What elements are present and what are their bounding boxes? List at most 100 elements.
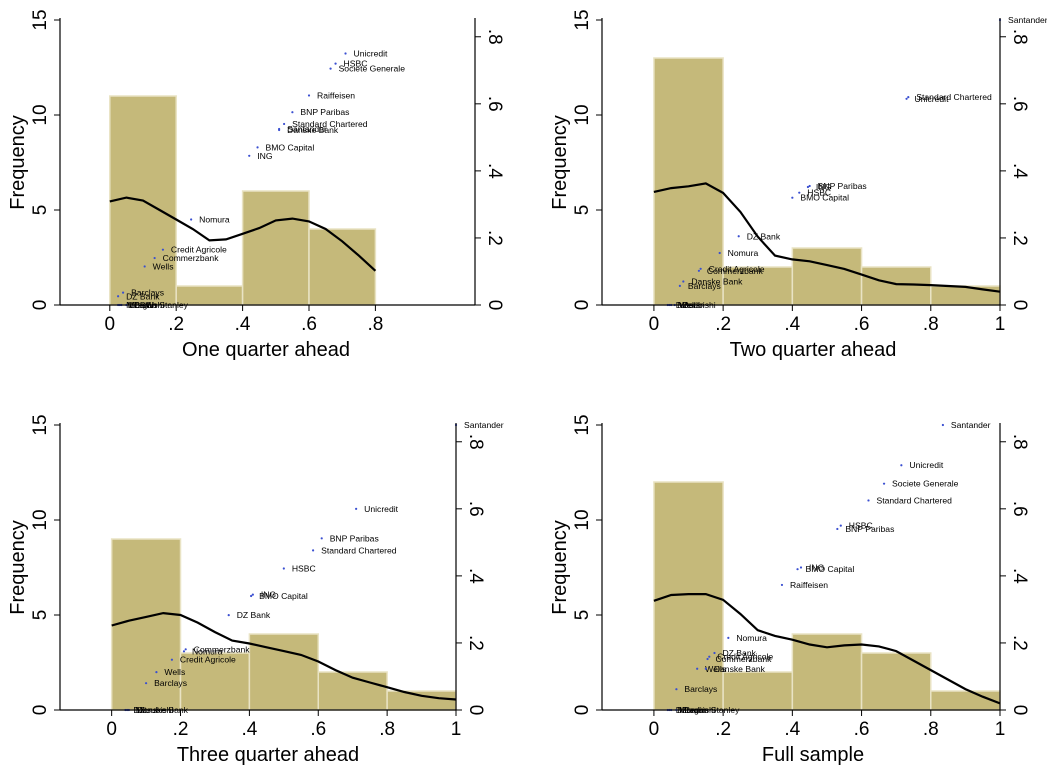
chart-panel-4: Santander Unicredit Societe Generale Standa… — [549, 414, 1030, 766]
point-label: Standard Chartered — [321, 545, 397, 555]
y2-tick-label: 0 — [1009, 705, 1030, 716]
point-label: Wells — [705, 664, 726, 674]
point-label: Commerzbank — [163, 253, 220, 263]
y2-tick-label: .6 — [1009, 96, 1030, 112]
y2-tick-label: 0 — [465, 705, 486, 716]
data-point — [699, 267, 702, 270]
data-point — [704, 667, 707, 670]
x-tick-label: .6 — [854, 719, 870, 740]
point-label: Barclays — [688, 281, 721, 291]
y-tick-label: 0 — [30, 300, 51, 311]
data-point — [737, 235, 740, 238]
data-point — [900, 464, 903, 467]
data-point — [696, 667, 699, 670]
point-label: DZ Bank — [237, 610, 271, 620]
point-label: Unicredit — [354, 49, 389, 59]
point-label: HSBC — [849, 521, 873, 531]
data-point — [278, 128, 281, 132]
x-tick-label: .6 — [854, 314, 870, 335]
point-label: Barclays — [154, 678, 187, 688]
point-label: BNP Paribas — [330, 533, 379, 543]
point-label: Barclays — [131, 288, 164, 298]
data-point — [184, 648, 187, 651]
y2-tick-label: .4 — [484, 163, 505, 179]
point-label: Nomura — [192, 646, 223, 656]
histogram-bar — [860, 652, 932, 711]
point-label: ING — [809, 563, 825, 573]
data-point — [282, 567, 285, 570]
y2-tick-label: .2 — [465, 635, 486, 651]
y2-tick-label: .8 — [1009, 29, 1030, 45]
data-point — [796, 568, 799, 571]
x-tick-label: .2 — [173, 719, 189, 740]
point-label: Credit Agricole — [717, 652, 773, 662]
data-point — [153, 256, 156, 260]
point-label: Standard Chartered — [916, 92, 992, 102]
data-point — [867, 499, 870, 502]
data-point — [806, 185, 810, 189]
data-point — [780, 583, 784, 587]
data-point — [907, 96, 910, 99]
point-label: Unicredit — [364, 504, 399, 514]
point-label: DZ Bank — [722, 648, 756, 658]
data-point — [227, 614, 230, 617]
point-label: Standard Chartered — [292, 119, 368, 129]
y-tick-label: 5 — [572, 610, 593, 621]
x-tick-label: .6 — [310, 719, 326, 740]
x-tick-label: .4 — [784, 719, 800, 740]
data-point — [143, 265, 146, 268]
point-label: Barclays — [684, 684, 717, 694]
histogram-bar — [791, 247, 863, 306]
data-point — [799, 566, 803, 569]
histogram-bar — [722, 671, 794, 711]
point-label: Danske Bank — [714, 664, 766, 674]
x-tick-label: 1 — [995, 314, 1006, 335]
point-label: BMO Capital — [800, 193, 849, 203]
data-point — [706, 657, 709, 661]
point-label: DZ Bank — [126, 291, 160, 301]
y-axis-title: Frequency — [7, 115, 29, 210]
point-label: Unicredit — [915, 94, 950, 104]
point-label: ING — [261, 590, 277, 600]
point-label: Nomura — [728, 248, 759, 258]
data-point — [808, 184, 811, 188]
data-point — [882, 482, 886, 485]
data-point — [941, 423, 944, 427]
data-point — [311, 549, 315, 552]
point-label: Wells — [153, 261, 174, 271]
y-tick-label: 5 — [30, 205, 51, 216]
data-point — [836, 527, 839, 531]
data-point — [791, 196, 794, 199]
y-tick-label: 5 — [572, 205, 593, 216]
y-axis-title: Frequency — [7, 520, 29, 615]
x-tick-label: 0 — [649, 314, 660, 335]
data-point — [161, 248, 165, 251]
x-tick-label: .2 — [715, 314, 731, 335]
point-label: Credit Agricole — [709, 264, 765, 274]
x-axis-title: Full sample — [762, 744, 864, 766]
point-label: Raiffeisen — [317, 90, 355, 100]
x-tick-label: 0 — [105, 314, 116, 335]
data-point — [708, 655, 711, 658]
point-label: Raiffeisen — [790, 580, 828, 590]
data-point — [334, 62, 337, 65]
point-label: Commerzbank — [707, 266, 764, 276]
data-point — [121, 291, 125, 294]
data-point — [713, 651, 716, 655]
data-point — [251, 593, 254, 596]
point-label: Nomura — [736, 633, 767, 643]
density-curve — [653, 182, 1001, 293]
x-tick-label: .2 — [168, 314, 184, 335]
point-label: Commerzbank — [194, 644, 251, 654]
point-label: Credit Agricole — [171, 245, 227, 255]
point-label: BNP Paribas — [818, 181, 867, 191]
point-label: Nomura — [199, 215, 230, 225]
y-tick-label: 10 — [572, 104, 593, 125]
y2-tick-label: 0 — [484, 300, 505, 311]
x-tick-label: .8 — [923, 719, 939, 740]
histogram-bar — [386, 690, 457, 711]
y2-tick-label: .8 — [1009, 434, 1030, 450]
point-label: ING — [257, 151, 273, 161]
point-label: Santander — [464, 420, 504, 430]
